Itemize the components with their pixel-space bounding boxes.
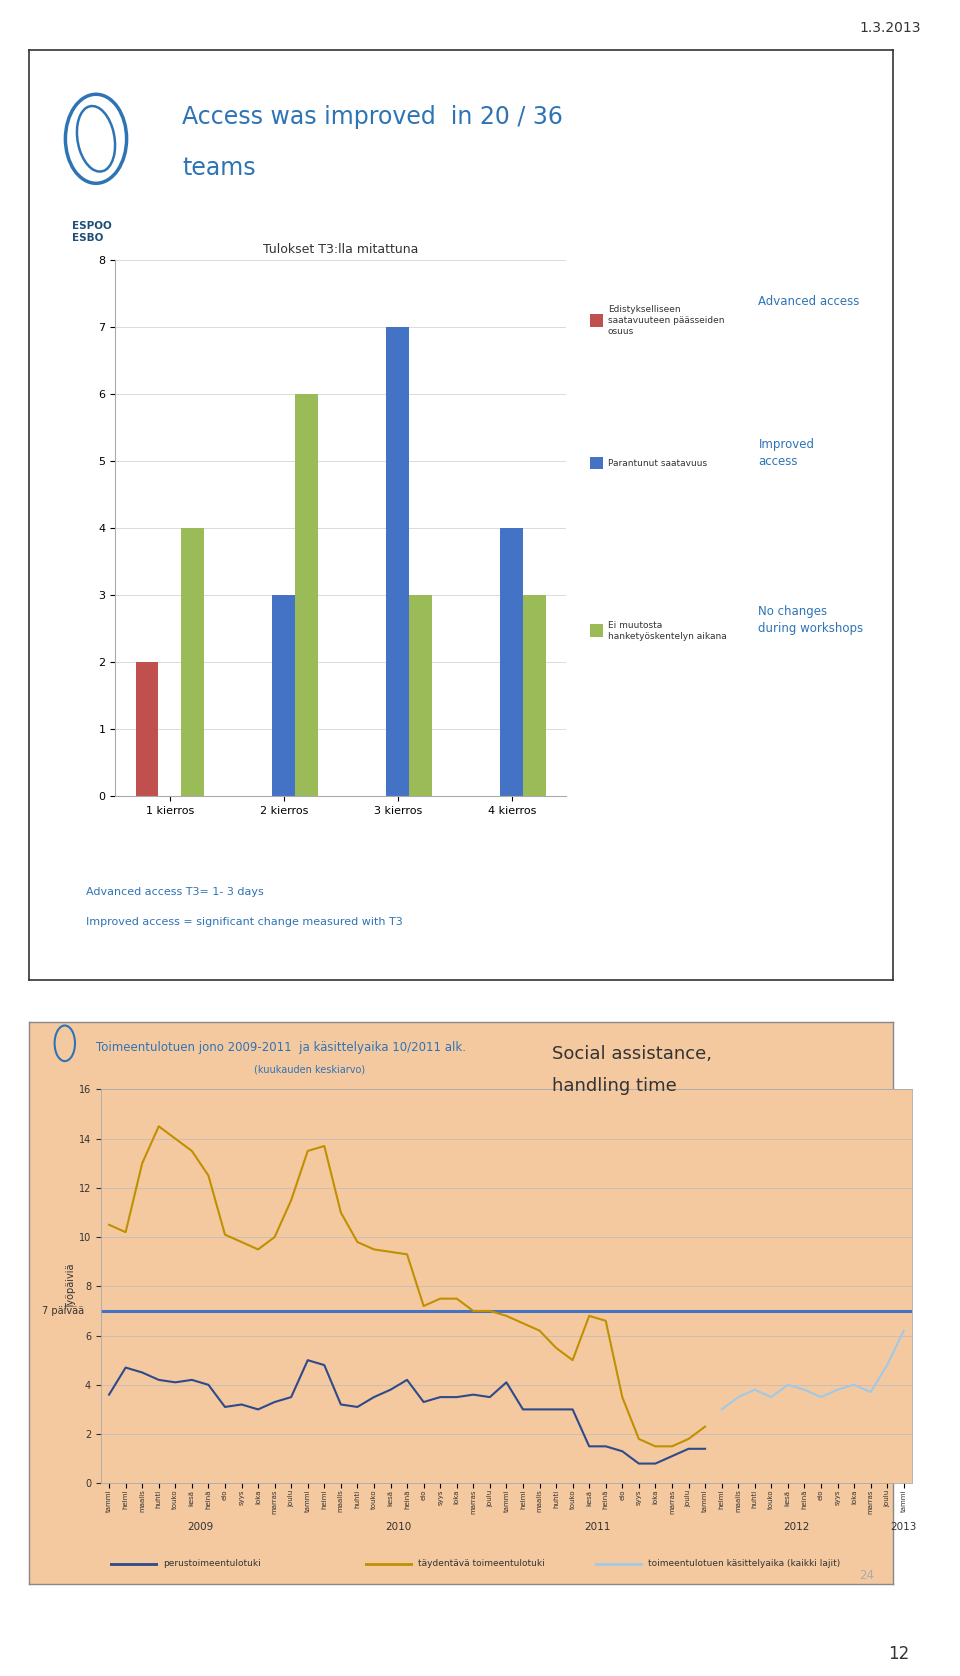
Text: (kuukauden keskiarvo): (kuukauden keskiarvo) <box>254 1064 366 1074</box>
Text: ESPOO
ESBO: ESPOO ESBO <box>72 221 111 243</box>
Text: Ei muutosta
hanketyöskentelyn aikana: Ei muutosta hanketyöskentelyn aikana <box>608 620 727 640</box>
Text: perustoimeentulotuki: perustoimeentulotuki <box>163 1559 261 1569</box>
Text: 12: 12 <box>888 1644 909 1663</box>
Bar <box>500 528 523 796</box>
Text: 2009: 2009 <box>187 1522 213 1532</box>
Bar <box>296 394 318 796</box>
Text: Improved access = significant change measured with T3: Improved access = significant change mea… <box>86 917 403 927</box>
Text: teams: teams <box>182 156 256 179</box>
Text: toimeentulotuen käsittelyaika (kaikki lajit): toimeentulotuen käsittelyaika (kaikki la… <box>648 1559 840 1569</box>
Text: handling time: handling time <box>552 1078 677 1094</box>
Text: Improved
access: Improved access <box>758 437 814 468</box>
Bar <box>523 595 546 796</box>
Bar <box>273 595 296 796</box>
Text: täydentävä toimeentulotuki: täydentävä toimeentulotuki <box>418 1559 544 1569</box>
Text: 2010: 2010 <box>386 1522 412 1532</box>
Text: No changes
during workshops: No changes during workshops <box>758 605 864 635</box>
Bar <box>135 662 158 796</box>
Text: 7 päivää: 7 päivää <box>42 1306 84 1316</box>
Text: 2011: 2011 <box>585 1522 611 1532</box>
Text: Toimeentulotuen jono 2009-2011  ja käsittelyaika 10/2011 alk.: Toimeentulotuen jono 2009-2011 ja käsitt… <box>96 1041 466 1054</box>
Text: 2012: 2012 <box>783 1522 809 1532</box>
Text: Edistykselliseen
saatavuuteen päässeiden
osuus: Edistykselliseen saatavuuteen päässeiden… <box>608 305 724 337</box>
Text: Advanced access T3= 1- 3 days: Advanced access T3= 1- 3 days <box>86 887 264 897</box>
Text: Social assistance,: Social assistance, <box>552 1046 712 1063</box>
Bar <box>409 595 432 796</box>
Bar <box>386 327 409 796</box>
Text: Access was improved  in 20 / 36: Access was improved in 20 / 36 <box>182 106 564 129</box>
Text: 2013: 2013 <box>891 1522 917 1532</box>
Bar <box>181 528 204 796</box>
Text: 1.3.2013: 1.3.2013 <box>859 20 921 35</box>
Text: 24: 24 <box>859 1569 875 1582</box>
Text: Parantunut saatavuus: Parantunut saatavuus <box>608 459 707 468</box>
Title: Tulokset T3:lla mitattuna: Tulokset T3:lla mitattuna <box>263 243 419 256</box>
Y-axis label: Työpäiviä: Työpäiviä <box>66 1264 76 1309</box>
Text: Advanced access: Advanced access <box>758 295 860 308</box>
